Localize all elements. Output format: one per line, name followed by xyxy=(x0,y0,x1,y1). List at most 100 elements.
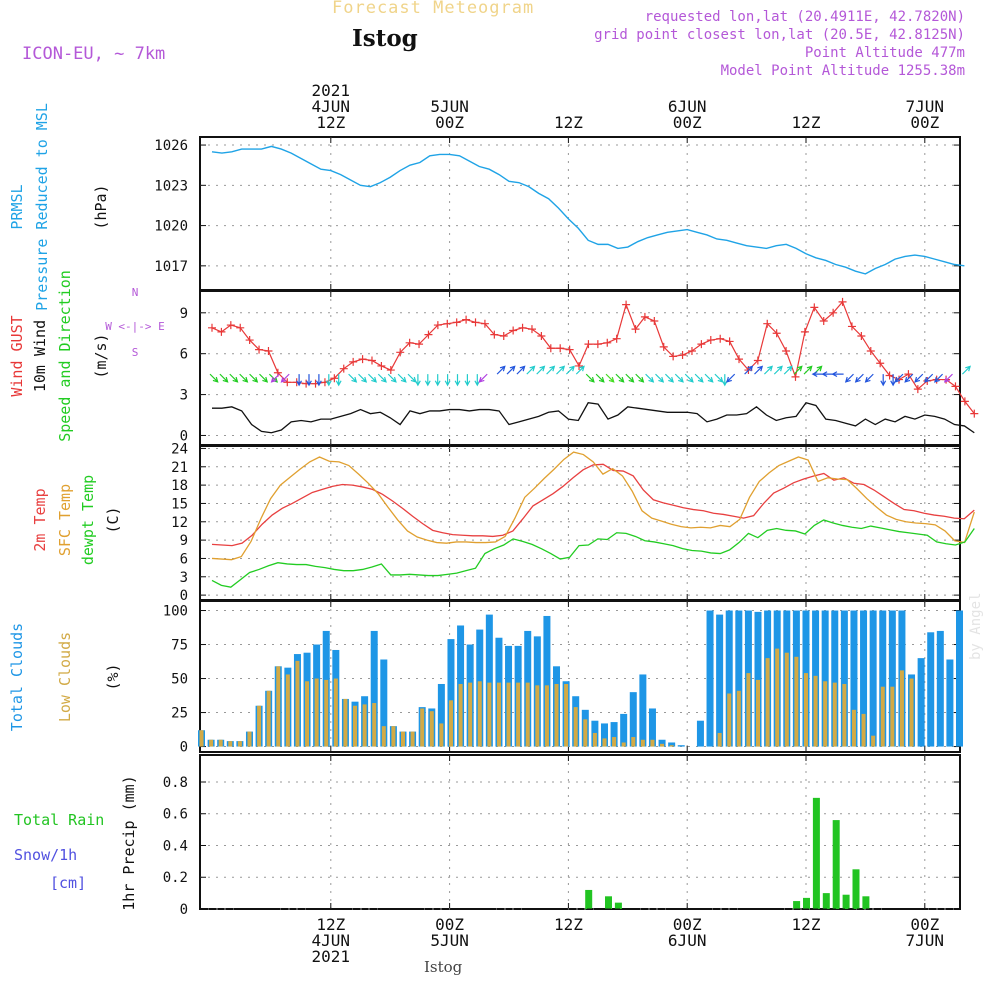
rain-bar xyxy=(605,896,612,909)
gust-marker xyxy=(584,340,593,349)
low-clouds-bar xyxy=(717,732,722,747)
gust-marker xyxy=(716,334,725,343)
wind-direction-arrow xyxy=(249,373,259,383)
low-clouds-bar xyxy=(439,723,444,747)
wind-direction-arrow xyxy=(526,365,536,375)
precip-unit-label: 1hr Precip (mm) xyxy=(120,775,138,910)
wind-direction-arrow xyxy=(880,374,887,387)
low-clouds-bar xyxy=(640,739,645,747)
total-clouds-bar xyxy=(927,632,935,747)
low-clouds-bar xyxy=(871,735,876,747)
rain-bar xyxy=(614,902,622,909)
wind-direction-arrow xyxy=(556,365,566,375)
bottom-time-label: 4JUN xyxy=(312,931,351,950)
low-clouds-bar xyxy=(285,674,290,747)
gust-marker xyxy=(857,331,866,340)
total-clouds-bar xyxy=(629,692,637,747)
temperature-ytick-label: 6 xyxy=(180,551,188,567)
low-clouds-bar xyxy=(573,707,578,747)
wind-direction-arrow xyxy=(635,373,645,383)
low-clouds-bar xyxy=(746,673,751,747)
low-clouds-bar xyxy=(516,682,521,747)
low-clouds-bar xyxy=(861,713,866,747)
total-clouds-bar xyxy=(840,610,848,747)
wind-direction-arrow xyxy=(348,373,358,383)
low-clouds-bar xyxy=(823,681,828,747)
low-clouds-bar xyxy=(602,738,607,747)
low-clouds-bar xyxy=(343,698,348,747)
low-clouds-bar xyxy=(736,690,741,747)
gust-marker xyxy=(565,345,574,354)
gust-marker xyxy=(396,348,405,357)
wind-direction-arrow xyxy=(754,365,764,375)
gust-marker xyxy=(753,356,762,365)
gust-marker xyxy=(264,346,273,355)
low-clouds-bar xyxy=(506,682,511,747)
rain-bar xyxy=(803,897,810,909)
gust-marker xyxy=(490,330,499,339)
gust-marker xyxy=(772,329,781,338)
gust-marker xyxy=(405,338,414,347)
gust-marker xyxy=(255,345,264,354)
gust-line xyxy=(211,300,975,415)
wind-direction-arrow xyxy=(625,373,635,383)
low-clouds-bar xyxy=(324,679,329,747)
total-clouds-bar xyxy=(869,610,877,747)
wind-unit-label: (m/s) xyxy=(92,333,110,378)
precipitation-ytick-label: 0.2 xyxy=(163,870,188,886)
sfc-temp-line xyxy=(211,451,975,561)
gust-marker xyxy=(650,316,659,325)
total-clouds-bar xyxy=(725,610,733,747)
bottom-time-label: 00Z xyxy=(435,915,464,934)
wind-direction-arrow xyxy=(434,374,441,387)
low-clouds-bar xyxy=(765,658,770,747)
top-time-label: 12Z xyxy=(316,113,345,132)
rain-bar xyxy=(832,820,840,909)
total-clouds-bar xyxy=(956,610,963,747)
gust-marker xyxy=(866,346,875,355)
wind-direction-arrow xyxy=(894,373,904,383)
total-clouds-bar xyxy=(888,610,896,747)
total-clouds-bar xyxy=(706,610,714,747)
wind-direction-arrow xyxy=(704,373,714,383)
rain-bar xyxy=(812,797,820,909)
wind10m-line xyxy=(212,402,975,434)
wind-direction-arrow xyxy=(585,373,595,383)
wind-ytick-label: 0 xyxy=(180,428,188,444)
dewpt-label: dewpt Temp xyxy=(79,475,97,565)
total-clouds-bar xyxy=(831,610,839,747)
temperature-ytick-label: 21 xyxy=(171,460,188,476)
gust-marker xyxy=(556,344,565,353)
total-clouds-bar xyxy=(380,659,388,747)
bottom-time-label: 12Z xyxy=(554,915,583,934)
pressure-line xyxy=(211,145,965,275)
precipitation-ytick-label: 0.6 xyxy=(163,807,188,823)
wind-direction-arrow xyxy=(655,373,665,383)
wind-direction-arrow xyxy=(904,373,914,383)
clouds-ytick-label: 25 xyxy=(171,706,188,722)
low-clouds-bar xyxy=(247,731,252,747)
low-clouds-bar xyxy=(909,678,914,747)
pressure-ytick-label: 1020 xyxy=(154,219,188,235)
wind-direction-arrow xyxy=(615,373,625,383)
wind-direction-arrow xyxy=(219,373,229,383)
low-clouds-bar xyxy=(851,709,856,747)
wind-direction-arrow xyxy=(924,373,934,383)
wind-direction-arrow xyxy=(444,374,451,387)
snow-unit-label: [cm] xyxy=(50,874,86,892)
wind-direction-label: Speed and Direction xyxy=(56,270,74,442)
gust-marker xyxy=(706,336,715,345)
wind-direction-arrow xyxy=(296,374,303,387)
wind10m-label: 10m Wind xyxy=(31,320,49,392)
low-clouds-bar xyxy=(813,675,818,747)
low-clouds-bar xyxy=(199,730,204,747)
gust-marker xyxy=(462,315,471,324)
top-time-label: 00Z xyxy=(673,113,702,132)
wind-direction-arrow xyxy=(595,373,605,383)
wind-direction-arrow xyxy=(387,373,397,383)
grid-point-coords: grid point closest lon,lat (20.5E, 42.81… xyxy=(594,27,965,43)
low-clouds-bar xyxy=(391,726,396,747)
total-clouds-bar xyxy=(543,615,551,747)
precipitation-ytick-label: 0.8 xyxy=(163,775,188,791)
wind-direction-arrow xyxy=(831,371,844,378)
